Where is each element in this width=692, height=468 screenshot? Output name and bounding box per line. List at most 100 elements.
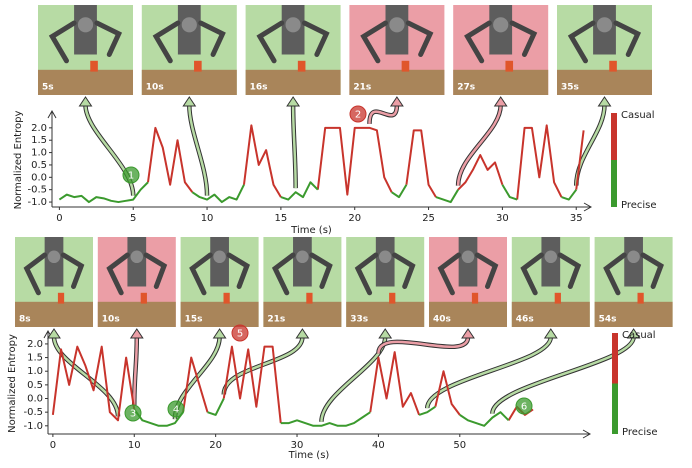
arrow-head <box>543 328 558 339</box>
annotation-circle <box>124 404 142 422</box>
x-axis-arrow <box>583 202 593 212</box>
arrow-head <box>295 328 310 339</box>
robot-head <box>77 17 94 33</box>
snapshot-label: 16s <box>250 83 268 93</box>
arrow-body <box>133 336 139 406</box>
arrow-body <box>291 104 297 189</box>
table <box>245 69 341 95</box>
y-tick-label: -0.5 <box>23 407 43 418</box>
robot-head <box>493 17 509 33</box>
entropy-line <box>58 181 578 204</box>
snapshot: 46s <box>511 237 590 327</box>
robot-head <box>213 250 226 264</box>
entropy-line <box>146 124 585 200</box>
snapshot: 54s <box>594 237 673 327</box>
object <box>140 292 147 304</box>
object <box>90 60 98 72</box>
colorbar-label: Precise <box>622 427 658 438</box>
object <box>306 292 313 304</box>
snapshot: 40s <box>429 237 507 327</box>
table <box>263 301 342 327</box>
snapshot: 21s <box>349 5 445 95</box>
robot-arms <box>464 20 538 64</box>
robot-head <box>389 17 405 33</box>
table <box>346 301 425 327</box>
annotation-circle <box>515 397 533 415</box>
robot-arms <box>106 252 168 296</box>
chart: -1.0 -0.5 0.0 0.5 1.0 1.5 2.0 0 10 20 30 40 50 Time (… <box>7 237 673 461</box>
table <box>38 69 133 95</box>
snapshot-label: 10s <box>146 83 164 93</box>
snapshot-label: 35s <box>561 83 579 93</box>
robot-head <box>47 250 61 264</box>
y-axis-arrow <box>47 109 57 119</box>
y-tick-label: 1.0 <box>31 148 47 159</box>
snapshot-label: 33s <box>350 315 368 325</box>
x-axis-arrow <box>582 429 592 439</box>
snapshot: 10s <box>97 237 176 327</box>
x-tick-label: 50 <box>453 440 466 451</box>
x-tick-label: 30 <box>291 440 304 451</box>
robot-head <box>544 250 558 264</box>
snapshot: 5s <box>38 5 133 95</box>
colorbar-segment <box>612 383 618 434</box>
y-tick-label: -1.0 <box>23 421 43 432</box>
y-tick-label: 0.5 <box>27 380 43 391</box>
snapshot-label: 54s <box>599 315 617 325</box>
arrow-body <box>425 336 553 409</box>
robot-head <box>181 17 197 33</box>
arrow-body <box>456 104 502 186</box>
table <box>180 301 259 327</box>
robot-arms <box>437 252 499 296</box>
y-tick-label: 2.0 <box>27 339 43 350</box>
arrow-head <box>493 96 508 107</box>
snapshot: 21s <box>263 237 342 327</box>
x-tick-label: 0 <box>56 213 62 224</box>
robot-head <box>627 250 640 264</box>
arrow-body <box>52 336 120 417</box>
arrow-head <box>626 328 641 339</box>
annotation: 3 <box>130 409 136 420</box>
object <box>471 292 479 304</box>
arrow-head <box>182 96 197 107</box>
x-tick-label: 25 <box>422 213 435 224</box>
y-tick-label: 0.0 <box>27 394 43 405</box>
y-tick-label: 2.0 <box>31 123 47 134</box>
x-tick-label: 15 <box>275 213 288 224</box>
table <box>453 69 549 95</box>
snapshot-label: 46s <box>516 315 534 325</box>
y-tick-label: -0.5 <box>27 185 47 196</box>
arrow-head <box>461 328 475 339</box>
arrow-head <box>389 96 404 107</box>
colorbar-label: Precise <box>621 200 657 211</box>
arrow-head <box>212 328 227 339</box>
robot-head <box>461 250 475 264</box>
y-tick-label: 0.5 <box>31 160 47 171</box>
robot-arms <box>256 20 330 64</box>
snapshot: 10s <box>141 5 237 95</box>
robot-arms <box>23 252 85 296</box>
table <box>511 301 590 327</box>
annotation-circle <box>122 166 140 184</box>
robot-head <box>130 250 144 264</box>
x-tick-label: 10 <box>201 213 214 224</box>
snapshot-label: 8s <box>19 315 31 325</box>
robot-head <box>596 17 613 33</box>
arrow-head <box>597 96 612 107</box>
x-tick-label: 20 <box>209 440 222 451</box>
y-tick-label: 0.0 <box>31 172 47 183</box>
snapshot: 27s <box>453 5 549 95</box>
snapshot-label: 15s <box>185 315 203 325</box>
annotation: 4 <box>173 405 179 416</box>
annotation: 1 <box>128 171 134 182</box>
object <box>505 60 514 72</box>
x-tick-label: 40 <box>372 440 385 451</box>
y-axis-label: Normalized Entropy <box>7 334 18 433</box>
snapshot-label: 40s <box>433 315 451 325</box>
annotation: 6 <box>521 402 527 413</box>
snapshot-label: 27s <box>457 83 475 93</box>
snapshot-label: 21s <box>353 83 371 93</box>
snapshot: 33s <box>346 237 425 327</box>
annotation-circle <box>349 105 367 123</box>
annotation: 5 <box>237 329 243 340</box>
